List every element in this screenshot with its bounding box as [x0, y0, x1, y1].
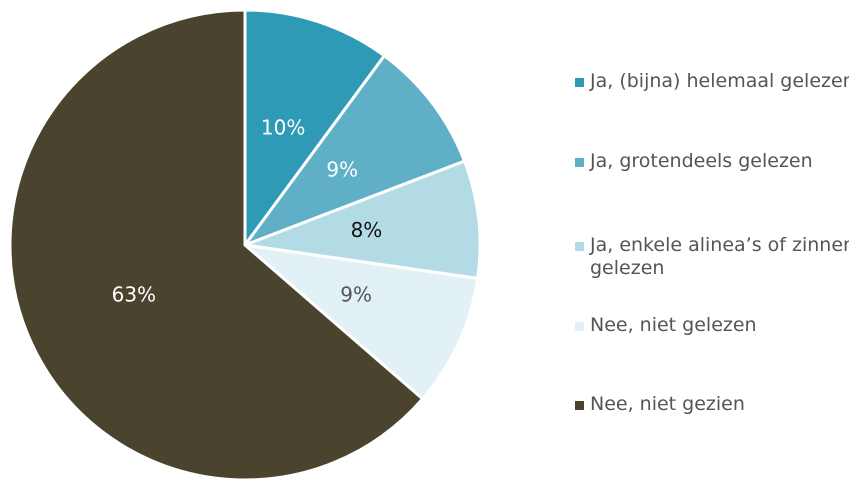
legend-swatch [575, 401, 584, 410]
legend-item: Nee, niet gelezen [575, 314, 849, 337]
legend-swatch [575, 78, 584, 87]
data-label: 8% [351, 218, 383, 242]
data-label: 9% [326, 157, 358, 181]
legend-label: Ja, enkele alinea’s of zinnen gelezen [590, 234, 849, 279]
legend-label: Ja, (bijna) helemaal gelezen [590, 70, 849, 92]
pie-slice [243, 8, 387, 250]
pie-slice [239, 159, 482, 281]
legend-item: Nee, niet gezien [575, 393, 849, 416]
pie-slice [8, 8, 425, 479]
legend-label: Nee, niet gelezen [590, 314, 757, 336]
data-label: 10% [261, 115, 305, 139]
legend-item: Ja, enkele alinea’s of zinnen gelezen [575, 234, 849, 280]
legend-swatch [575, 322, 584, 331]
legend-item: Ja, grotendeels gelezen [575, 150, 849, 173]
legend-swatch [575, 242, 584, 251]
legend-label: Nee, niet gezien [590, 393, 745, 415]
legend-item: Ja, (bijna) helemaal gelezen [575, 70, 849, 93]
data-label: 9% [340, 282, 372, 306]
legend-swatch [575, 158, 584, 167]
legend-label: Ja, grotendeels gelezen [590, 150, 813, 172]
pie-slice [240, 53, 467, 249]
data-label: 63% [112, 282, 156, 306]
pie-slice [240, 242, 480, 402]
